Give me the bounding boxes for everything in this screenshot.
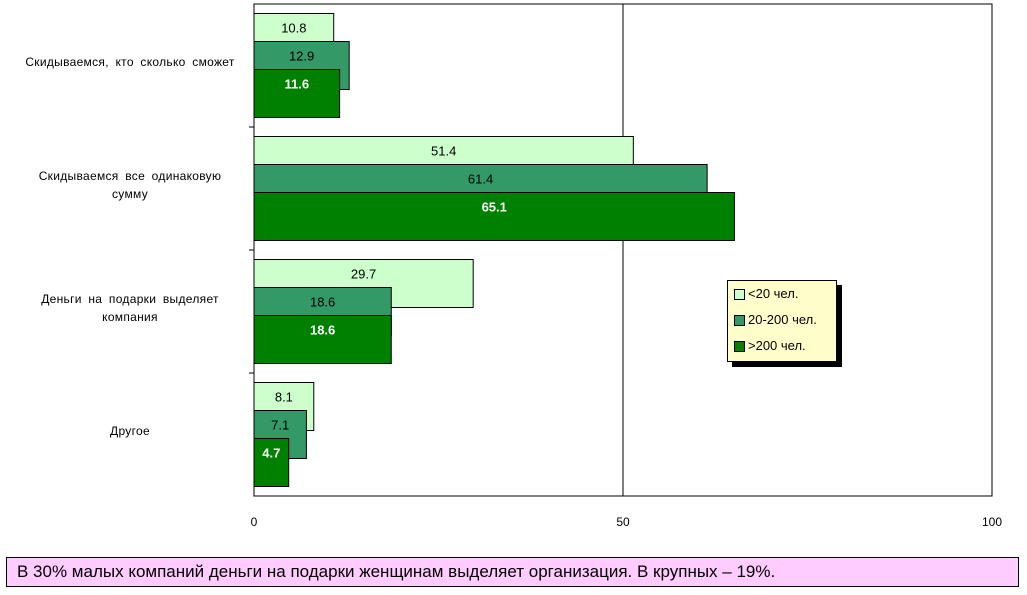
- category-label: Скидываемся, кто сколько сможет: [10, 53, 250, 71]
- bar: [253, 438, 290, 487]
- legend-label-large: >200 чел.: [748, 338, 806, 353]
- bar: [253, 69, 341, 118]
- data-label: 29.7: [351, 267, 376, 282]
- caption-banner: В 30% малых компаний деньги на подарки ж…: [6, 557, 1019, 587]
- x-tick-label: 0: [251, 515, 258, 529]
- legend-item-small: <20 чел.: [734, 286, 798, 302]
- legend-label-small: <20 чел.: [748, 286, 799, 301]
- data-label: 12.9: [289, 49, 314, 64]
- category-label-line: Другое: [110, 423, 150, 438]
- category-label: Скидываемся все одинаковую сумму: [10, 167, 250, 203]
- data-label: 61.4: [468, 172, 493, 187]
- legend-item-medium: 20-200 чел.: [734, 312, 817, 328]
- category-label-line: компания: [102, 309, 158, 324]
- category-label-line: Скидываемся все одинаковую: [38, 168, 222, 183]
- data-label: 51.4: [431, 144, 456, 159]
- legend-swatch-large: [734, 341, 745, 353]
- data-label: 18.6: [310, 295, 335, 310]
- legend-item-large: >200 чел.: [734, 338, 806, 354]
- category-label-line: сумму: [112, 186, 148, 201]
- data-label: 65.1: [482, 200, 507, 215]
- category-label-line: Деньги на подарки выделяет: [41, 291, 219, 306]
- data-label: 10.8: [281, 21, 306, 36]
- bar: [253, 315, 392, 364]
- category-label: Другое: [10, 422, 250, 440]
- category-label: Деньги на подарки выделяет компания: [10, 290, 250, 326]
- category-label-line: Скидываемся, кто сколько сможет: [25, 54, 235, 69]
- x-tick-label: 100: [982, 515, 1002, 529]
- legend-swatch-medium: [734, 315, 745, 327]
- legend: <20 чел. 20-200 чел. >200 чел.: [727, 280, 837, 362]
- bar: [253, 192, 735, 241]
- bar-chart: 0 50 100 10.8 12.9 11.6 51.4 61.4 65.1 29.7 18.6 18…: [249, 3, 1002, 529]
- legend-label-medium: 20-200 чел.: [748, 312, 817, 327]
- data-label: 7.1: [271, 418, 289, 433]
- data-label: 8.1: [275, 390, 293, 405]
- data-label: 18.6: [310, 323, 335, 338]
- legend-swatch-small: [734, 289, 745, 301]
- x-tick-label: 50: [616, 515, 630, 529]
- data-label: 11.6: [285, 77, 310, 92]
- data-label: 4.7: [262, 446, 280, 461]
